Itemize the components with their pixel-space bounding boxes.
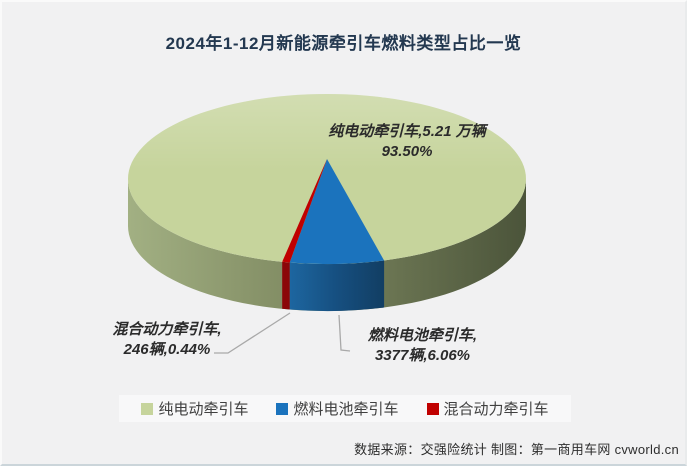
chart-legend: 纯电动牵引车 燃料电池牵引车 混合动力牵引车 — [119, 395, 571, 422]
legend-swatch-pure-electric-icon — [141, 402, 154, 415]
label-hybrid: 混合动力牵引车, 246辆,0.44% — [82, 320, 252, 360]
slice-fuel-cell-side — [289, 260, 385, 312]
chart-title: 2024年1-12月新能源牵引车燃料类型占比一览 — [165, 34, 522, 53]
legend-swatch-hybrid-icon — [426, 402, 439, 415]
slice-fuel-cell-top — [289, 159, 385, 265]
slice-hybrid-top — [282, 159, 327, 263]
label-hybrid-line2: 246辆,0.44% — [123, 341, 211, 358]
legend-label-pure-electric: 纯电动牵引车 — [158, 401, 249, 418]
legend-item-hybrid: 混合动力牵引车 — [426, 398, 549, 419]
legend-item-fuel-cell: 燃料电池牵引车 — [276, 398, 399, 419]
pie-rim-side — [128, 179, 526, 311]
legend-item-pure-electric: 纯电动牵引车 — [141, 398, 248, 419]
data-source-note: 数据来源：交强险统计 制图：第一商用车网 cvworld.cn — [354, 442, 679, 457]
legend-label-hybrid: 混合动力牵引车 — [443, 401, 549, 418]
label-fuel-cell-line2: 3377辆,6.06% — [374, 347, 471, 364]
label-fuel-cell: 燃料电池牵引车, 3377辆,6.06% — [340, 326, 505, 366]
legend-label-fuel-cell: 燃料电池牵引车 — [293, 401, 399, 418]
label-fuel-cell-line1: 燃料电池牵引车, — [367, 327, 478, 344]
label-pure-electric-line2: 93.50% — [381, 143, 433, 160]
label-hybrid-line1: 混合动力牵引车, — [112, 321, 222, 338]
label-pure-electric-line1: 纯电动牵引车,5.21 万辆 — [328, 123, 486, 140]
label-pure-electric: 纯电动牵引车,5.21 万辆 93.50% — [302, 122, 512, 162]
legend-swatch-fuel-cell-icon — [276, 402, 289, 415]
slice-hybrid-side — [282, 261, 290, 310]
leader-line-fuel-cell — [338, 314, 351, 352]
leader-line-hybrid — [214, 312, 291, 354]
